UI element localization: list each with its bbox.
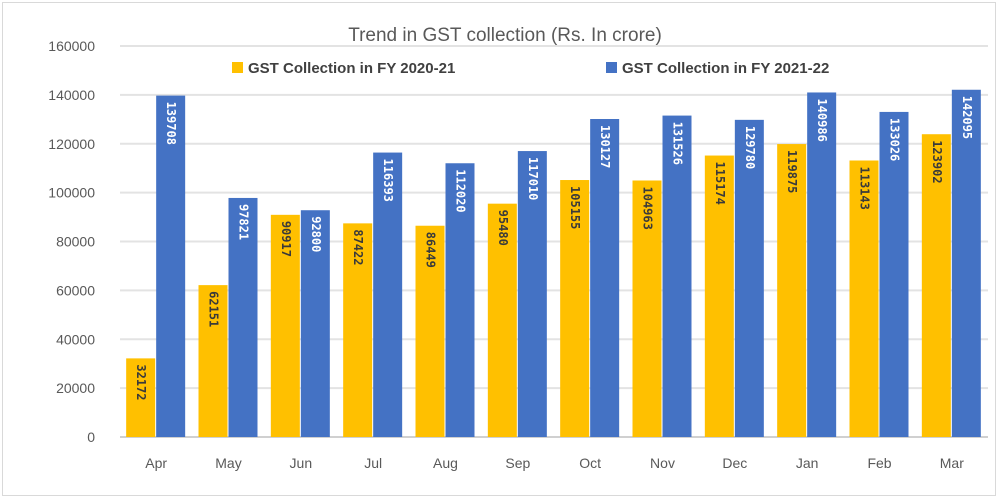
bar-fy2020-21: [126, 358, 156, 437]
bar-fy2020-21: [270, 214, 300, 437]
x-tick-label: Apr: [145, 455, 167, 471]
data-label: 87422: [351, 229, 365, 265]
data-label: 116393: [381, 159, 395, 202]
y-tick-label: 140000: [48, 87, 95, 103]
y-tick-label: 20000: [56, 380, 95, 396]
y-tick-label: 100000: [48, 185, 95, 201]
bar-fy2021-22: [517, 151, 547, 437]
bar-fy2020-21: [632, 180, 662, 437]
bar-fy2020-21: [343, 223, 373, 437]
data-label: 104963: [641, 186, 655, 229]
x-tick-label: Nov: [650, 455, 675, 471]
x-tick-label: Dec: [722, 455, 747, 471]
bar-fy2021-22: [445, 163, 475, 437]
x-tick-label: Oct: [579, 455, 601, 471]
x-tick-label: Mar: [940, 455, 964, 471]
data-label: 140986: [815, 98, 829, 141]
bar-fy2020-21: [198, 285, 228, 437]
bar-fy2020-21: [849, 160, 879, 438]
x-tick-label: Jun: [290, 455, 313, 471]
bar-fy2021-22: [734, 119, 764, 437]
data-label: 130127: [598, 125, 612, 168]
y-tick-label: 120000: [48, 136, 95, 152]
data-label: 113143: [858, 167, 872, 210]
data-label: 142095: [960, 96, 974, 139]
data-label: 133026: [888, 118, 902, 161]
bar-fy2021-22: [807, 92, 837, 438]
data-label: 139708: [164, 102, 178, 145]
data-label: 123902: [930, 140, 944, 183]
bar-fy2021-22: [300, 210, 330, 437]
x-tick-label: Feb: [867, 455, 891, 471]
bar-fy2020-21: [415, 225, 445, 437]
data-label: 97821: [237, 204, 251, 240]
legend-label: GST Collection in FY 2021-22: [622, 60, 829, 77]
x-tick-label: Jul: [364, 455, 382, 471]
bar-fy2020-21: [487, 203, 517, 437]
bar-fy2021-22: [156, 95, 186, 438]
y-tick-label: 80000: [56, 234, 95, 250]
legend-swatch: [606, 62, 617, 73]
x-tick-label: Jan: [796, 455, 819, 471]
data-label: 95480: [496, 210, 510, 246]
y-tick-label: 60000: [56, 282, 95, 298]
bar-fy2021-22: [662, 115, 692, 437]
x-tick-label: Aug: [433, 455, 458, 471]
y-tick-label: 40000: [56, 331, 95, 347]
data-label: 62151: [207, 291, 221, 327]
y-tick-label: 0: [87, 429, 95, 445]
data-label: 92800: [309, 216, 323, 252]
bar-fy2021-22: [373, 152, 403, 437]
data-label: 32172: [134, 364, 148, 400]
bar-fy2020-21: [560, 180, 590, 437]
data-label: 90917: [279, 221, 293, 257]
data-label: 117010: [526, 157, 540, 200]
chart-title: Trend in GST collection (Rs. In crore): [348, 25, 662, 46]
bar-fy2021-22: [951, 89, 981, 437]
data-label: 131526: [671, 122, 685, 165]
y-tick-label: 160000: [48, 38, 95, 54]
x-tick-label: May: [215, 455, 241, 471]
legend-swatch: [232, 62, 243, 73]
data-label: 115174: [713, 162, 727, 205]
data-label: 119875: [785, 150, 799, 193]
bar-fy2020-21: [777, 144, 807, 437]
bar-fy2021-22: [879, 111, 909, 437]
x-tick-label: Sep: [505, 455, 530, 471]
bar-fy2020-21: [704, 155, 734, 438]
legend: GST Collection in FY 2020-21 GST Collecti…: [232, 60, 829, 77]
bar-fy2021-22: [590, 119, 620, 438]
data-label: 112020: [454, 169, 468, 212]
data-label: 105155: [568, 186, 582, 229]
bar-fy2020-21: [921, 134, 951, 438]
bar-fy2021-22: [228, 197, 258, 437]
data-label: 129780: [743, 126, 757, 169]
legend-label: GST Collection in FY 2020-21: [248, 60, 455, 77]
data-label: 86449: [424, 232, 438, 268]
